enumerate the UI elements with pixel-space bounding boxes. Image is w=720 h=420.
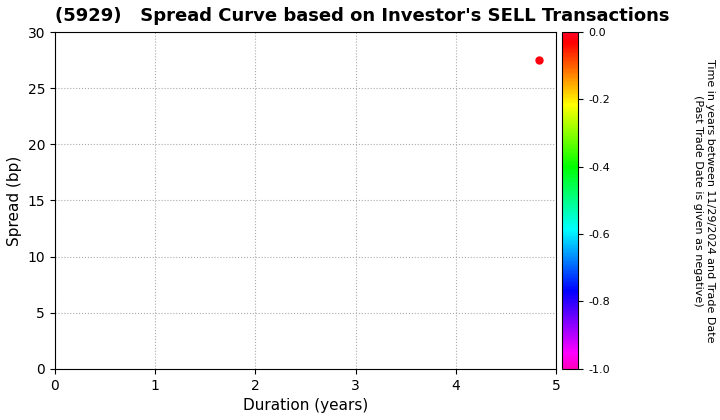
- Y-axis label: Spread (bp): Spread (bp): [7, 155, 22, 246]
- Text: (5929)   Spread Curve based on Investor's SELL Transactions: (5929) Spread Curve based on Investor's …: [55, 7, 670, 25]
- Y-axis label: Time in years between 11/29/2024 and Trade Date
(Past Trade Date is given as neg: Time in years between 11/29/2024 and Tra…: [693, 59, 715, 342]
- X-axis label: Duration (years): Duration (years): [243, 398, 368, 413]
- Point: [534, 57, 545, 63]
